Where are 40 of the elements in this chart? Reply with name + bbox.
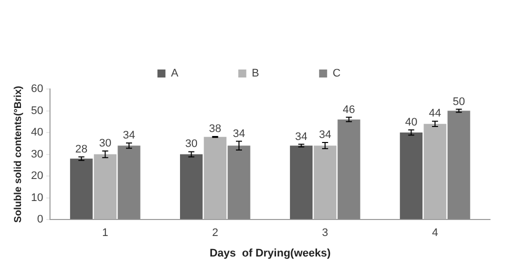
data-label: 30 — [99, 138, 112, 150]
data-label: 34 — [318, 129, 332, 142]
y-tick-label: 60 — [30, 83, 44, 96]
y-axis-title: Soluble solid contents(°Brix) — [12, 86, 24, 223]
bar — [400, 132, 423, 220]
data-label: 28 — [75, 143, 88, 156]
y-tick-label: 40 — [30, 126, 44, 139]
data-label: 30 — [185, 138, 198, 150]
x-tick-label: 2 — [212, 227, 218, 240]
y-tick-label: 20 — [30, 170, 44, 182]
data-label: 34 — [122, 130, 136, 142]
y-tick-label: 30 — [30, 148, 44, 160]
data-label: 40 — [405, 116, 418, 128]
x-axis-title: Days of Drying(weeks) — [210, 247, 331, 260]
bar — [228, 146, 250, 220]
data-label: 34 — [232, 128, 246, 140]
data-label: 46 — [342, 104, 356, 116]
bar — [424, 124, 446, 220]
legend-label: B — [252, 68, 260, 80]
bar — [338, 119, 360, 220]
data-label: 50 — [452, 96, 465, 108]
x-tick-label: 1 — [102, 227, 108, 240]
bar — [70, 158, 93, 220]
bar — [180, 154, 203, 220]
x-tick-label: 3 — [322, 227, 328, 240]
legend-label: A — [170, 68, 179, 80]
x-tick-label: 4 — [432, 227, 438, 240]
data-label: 38 — [209, 122, 222, 135]
y-tick-label: 10 — [30, 192, 44, 204]
bar — [290, 146, 313, 220]
bar — [314, 146, 336, 220]
data-label: 34 — [295, 130, 308, 143]
y-tick-label: 50 — [30, 104, 44, 117]
bar — [94, 154, 117, 220]
bar — [118, 146, 140, 220]
y-tick-label: 0 — [37, 214, 44, 226]
legend-label: C — [332, 68, 341, 80]
bar — [448, 110, 470, 220]
data-label: 44 — [428, 108, 442, 120]
bar — [204, 136, 226, 220]
